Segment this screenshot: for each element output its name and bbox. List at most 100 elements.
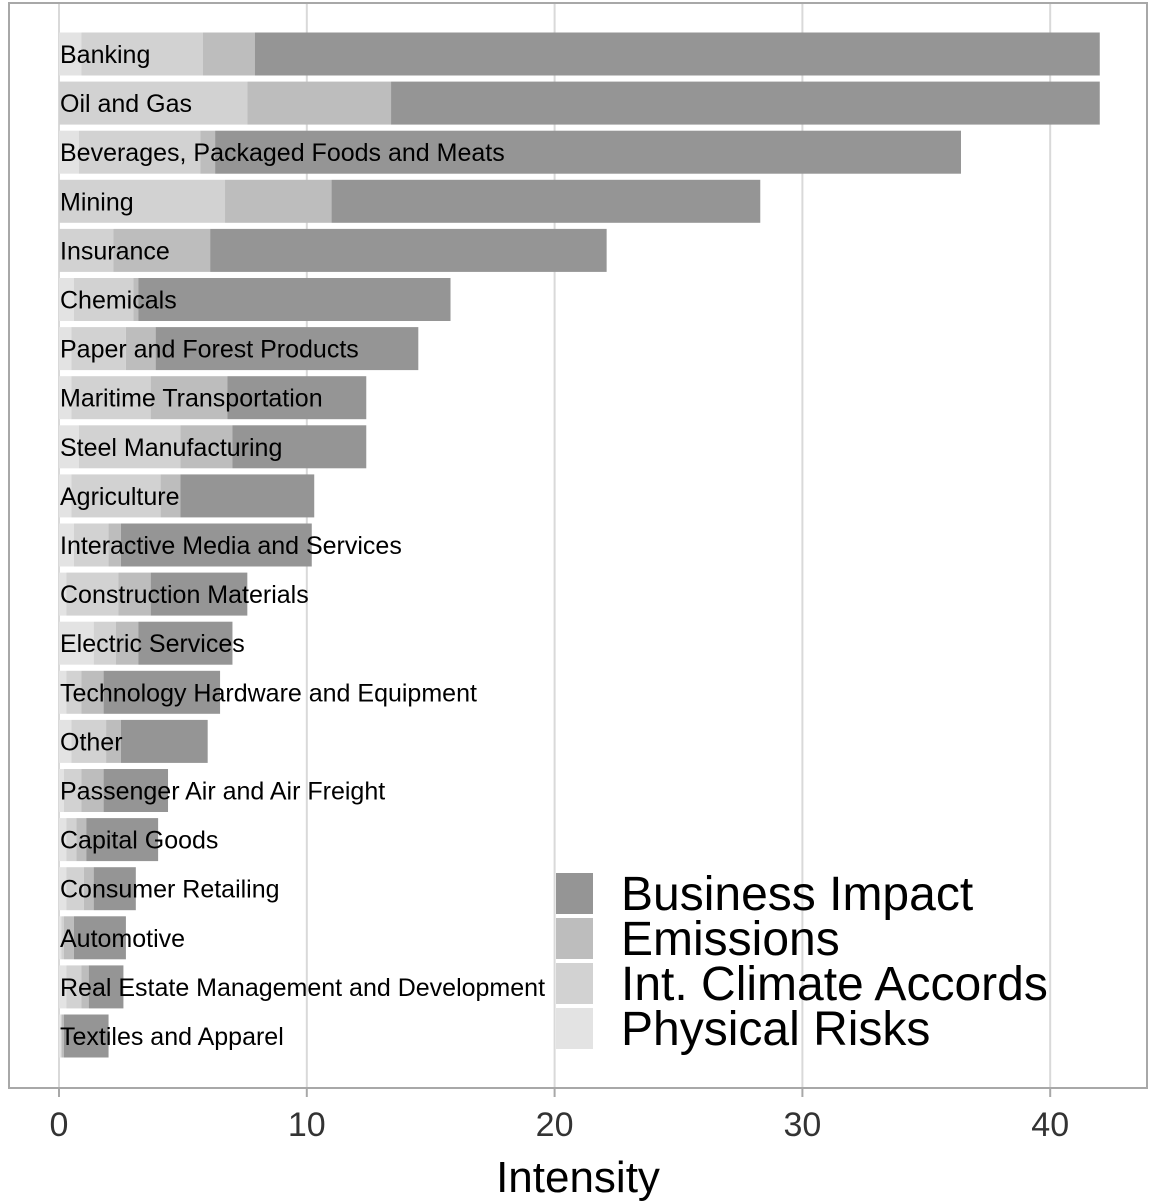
x-axis-title: Intensity: [496, 1153, 660, 1202]
category-labels: Banking Oil and Gas Beverages, Packaged Fo…: [60, 41, 545, 1051]
category-label: Insurance: [60, 237, 170, 265]
bar-segment: [76, 818, 87, 862]
bar-segment: [180, 474, 315, 518]
bar-segment: [59, 32, 82, 76]
bar-segment: [61, 1014, 64, 1058]
category-label: Chemicals: [60, 287, 177, 315]
bar-segment: [59, 572, 67, 616]
bar-segment: [59, 523, 74, 567]
bar-segment: [81, 670, 104, 714]
category-label: Oil and Gas: [60, 90, 192, 118]
category-label: Beverages, Packaged Foods and Meats: [60, 139, 505, 167]
bar-segment: [106, 719, 121, 763]
bars: [59, 32, 1100, 1058]
x-tick-label: 20: [536, 1106, 574, 1144]
bar-segment: [78, 130, 201, 174]
bar-segment: [66, 818, 77, 862]
bar-segment: [71, 327, 126, 371]
bar-segment: [150, 376, 228, 420]
bar-segment: [71, 474, 161, 518]
bar-segment: [155, 327, 419, 371]
bar-segment: [59, 278, 74, 321]
bar-segment: [227, 376, 367, 420]
category-label: Maritime Transportation: [60, 385, 323, 413]
category-label: Automotive: [60, 925, 185, 953]
legend-label: Int. Climate Accords: [621, 958, 1048, 1011]
category-label: Banking: [60, 41, 150, 69]
bar-segment: [59, 474, 72, 518]
bar-segment: [59, 769, 64, 812]
category-label: Technology Hardware and Equipment: [60, 679, 477, 707]
bar-segment: [120, 719, 208, 763]
bar-segment: [59, 916, 62, 960]
bar-segment: [73, 916, 126, 960]
category-label: Paper and Forest Products: [60, 336, 359, 364]
bar-segment: [71, 719, 107, 763]
bar-segment: [63, 916, 74, 960]
bar-segment: [59, 179, 226, 223]
bar-segment: [63, 769, 82, 812]
legend-label: Emissions: [621, 913, 840, 966]
x-tick-label: 30: [783, 1106, 821, 1144]
bar-segment: [88, 965, 124, 1009]
bar-segment: [200, 130, 216, 174]
bar-segment: [81, 965, 89, 1009]
bar-segment: [391, 81, 1100, 125]
bar-segment: [73, 523, 109, 567]
bar-segment: [138, 278, 451, 321]
bar-segment: [83, 867, 94, 911]
bar-segment: [59, 818, 67, 862]
bar-segment: [59, 867, 67, 911]
bar-segment: [81, 769, 104, 812]
bar-segment: [59, 376, 72, 420]
bar-segment: [232, 425, 367, 469]
bar-segment: [59, 719, 72, 763]
bar-segment: [202, 32, 255, 76]
bar-segment: [66, 867, 84, 911]
bar-segment: [66, 965, 82, 1009]
bar-segment: [160, 474, 181, 518]
bar-segment: [81, 32, 203, 76]
category-label: Steel Manufacturing: [60, 434, 282, 462]
bar-segment: [247, 81, 392, 125]
category-label: Consumer Retailing: [60, 876, 280, 904]
x-tick-label: 10: [288, 1106, 326, 1144]
bar-segment: [150, 572, 248, 616]
bar-segment: [59, 965, 67, 1009]
bar-segment: [71, 376, 151, 420]
legend-swatch: [556, 918, 593, 959]
legend-label: Business Impact: [621, 868, 973, 921]
category-label: Textiles and Apparel: [60, 1023, 284, 1051]
bar-segment: [66, 670, 82, 714]
category-label: Mining: [60, 188, 134, 216]
bar-segment: [59, 228, 114, 272]
bar-segment: [103, 670, 221, 714]
category-label: Passenger Air and Air Freight: [60, 778, 385, 806]
bar-segment: [138, 621, 233, 665]
bar-segment: [93, 867, 136, 911]
bar-segment: [118, 572, 151, 616]
bar-segment: [59, 621, 94, 665]
category-label: Interactive Media and Services: [60, 532, 402, 560]
bar-segment: [59, 327, 72, 371]
bar-segment: [59, 670, 67, 714]
category-label: Other: [60, 728, 123, 756]
legend-label: Physical Risks: [621, 1003, 930, 1056]
x-tick-label: 40: [1031, 1106, 1069, 1144]
category-label: Capital Goods: [60, 827, 218, 855]
category-label: Electric Services: [60, 630, 245, 658]
bar-segment: [59, 130, 79, 174]
bar-segment: [59, 81, 248, 125]
bar-segment: [108, 523, 121, 567]
x-tick-label: 0: [50, 1106, 69, 1144]
category-label: Construction Materials: [60, 581, 309, 609]
bar-segment: [133, 278, 139, 321]
bar-segment: [59, 425, 79, 469]
bar-segment: [210, 228, 607, 272]
bar-segment: [215, 130, 961, 174]
bar-segment: [93, 621, 116, 665]
legend-swatch: [556, 873, 593, 914]
bar-segment: [254, 32, 1100, 76]
